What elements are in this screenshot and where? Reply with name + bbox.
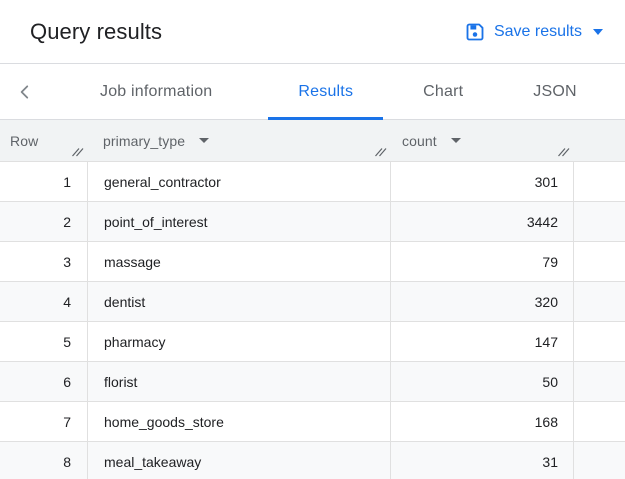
tab-json[interactable]: JSON bbox=[503, 64, 606, 119]
primary-type-cell: home_goods_store bbox=[87, 402, 390, 441]
column-header-primary-type[interactable]: primary_type bbox=[87, 120, 390, 161]
tab-job-information[interactable]: Job information bbox=[70, 64, 242, 119]
save-results-button[interactable]: Save results bbox=[457, 16, 611, 48]
row-number-cell: 7 bbox=[63, 413, 71, 430]
row-number-cell: 8 bbox=[63, 453, 71, 470]
primary-type-cell: florist bbox=[87, 362, 390, 401]
primary-type-cell: dentist bbox=[87, 282, 390, 321]
count-cell: 50 bbox=[390, 362, 573, 401]
primary-type-cell: point_of_interest bbox=[87, 202, 390, 241]
tab-bar: Job information Results Chart JSON bbox=[0, 63, 625, 120]
results-header: Query results Save results bbox=[0, 0, 625, 63]
page-title: Query results bbox=[30, 18, 163, 44]
save-icon bbox=[465, 22, 485, 42]
tab-results[interactable]: Results bbox=[268, 64, 383, 120]
row-number-cell: 3 bbox=[63, 253, 71, 270]
column-resize-handle-icon[interactable] bbox=[557, 145, 570, 158]
table-row: 2 point_of_interest 3442 bbox=[0, 202, 625, 242]
table-row: 8 meal_takeaway 31 bbox=[0, 442, 625, 479]
tab-chart[interactable]: Chart bbox=[393, 64, 493, 119]
tab-label: JSON bbox=[533, 82, 577, 100]
table-header-row: Row primary_type count bbox=[0, 120, 625, 162]
count-cell: 3442 bbox=[390, 202, 573, 241]
primary-type-cell: general_contractor bbox=[87, 162, 390, 201]
column-header-filler bbox=[573, 120, 625, 161]
row-number-cell: 6 bbox=[63, 373, 71, 390]
table-row: 4 dentist 320 bbox=[0, 282, 625, 322]
tab-label: Job information bbox=[100, 82, 213, 100]
column-dropdown-caret-icon[interactable] bbox=[450, 138, 461, 143]
filler-cell bbox=[573, 202, 625, 241]
primary-type-cell: massage bbox=[87, 242, 390, 281]
count-cell: 320 bbox=[390, 282, 573, 321]
filler-cell bbox=[573, 442, 625, 479]
row-number-cell: 1 bbox=[63, 173, 71, 190]
table-row: 6 florist 50 bbox=[0, 362, 625, 402]
tab-label: Chart bbox=[423, 82, 464, 100]
count-cell: 31 bbox=[390, 442, 573, 479]
filler-cell bbox=[573, 162, 625, 201]
column-dropdown-caret-icon[interactable] bbox=[199, 138, 210, 143]
filler-cell bbox=[573, 362, 625, 401]
table-row: 7 home_goods_store 168 bbox=[0, 402, 625, 442]
row-number-cell: 5 bbox=[63, 333, 71, 350]
table-row: 1 general_contractor 301 bbox=[0, 162, 625, 202]
scroll-tabs-left-button[interactable] bbox=[12, 64, 38, 119]
filler-cell bbox=[573, 282, 625, 321]
column-header-row: Row bbox=[0, 120, 87, 161]
filler-cell bbox=[573, 402, 625, 441]
column-label: primary_type bbox=[103, 132, 186, 149]
results-table: Row primary_type count bbox=[0, 120, 625, 479]
count-cell: 301 bbox=[390, 162, 573, 201]
table-row: 5 pharmacy 147 bbox=[0, 322, 625, 362]
column-resize-handle-icon[interactable] bbox=[374, 145, 387, 158]
primary-type-cell: pharmacy bbox=[87, 322, 390, 361]
tab-label: Results bbox=[298, 82, 354, 100]
filler-cell bbox=[573, 242, 625, 281]
count-cell: 79 bbox=[390, 242, 573, 281]
row-number-cell: 2 bbox=[63, 213, 71, 230]
column-label: count bbox=[402, 132, 437, 149]
primary-type-cell: meal_takeaway bbox=[87, 442, 390, 479]
save-dropdown-caret-icon bbox=[593, 28, 603, 35]
chevron-left-icon bbox=[16, 83, 34, 101]
count-cell: 147 bbox=[390, 322, 573, 361]
filler-cell bbox=[573, 322, 625, 361]
column-header-count[interactable]: count bbox=[390, 120, 573, 161]
table-body: 1 general_contractor 301 2 point_of_interest… bbox=[0, 162, 625, 479]
row-number-cell: 4 bbox=[63, 293, 71, 310]
column-resize-handle-icon[interactable] bbox=[71, 145, 84, 158]
save-results-label: Save results bbox=[493, 22, 582, 40]
column-label: Row bbox=[10, 132, 39, 149]
count-cell: 168 bbox=[390, 402, 573, 441]
table-row: 3 massage 79 bbox=[0, 242, 625, 282]
